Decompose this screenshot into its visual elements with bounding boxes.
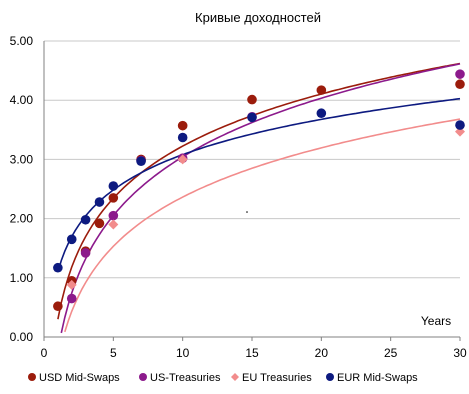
trend-lines xyxy=(57,62,461,334)
data-point-usd-mid-swaps xyxy=(177,120,188,131)
data-point-eur-mid-swaps xyxy=(80,214,91,225)
legend-marker xyxy=(231,373,239,381)
trend-line-eur-mid-swaps xyxy=(57,97,461,273)
legend-marker xyxy=(326,373,334,381)
grid-lines xyxy=(43,40,460,338)
data-point-eur-mid-swaps xyxy=(455,120,465,130)
x-axis-ticks: 0 5 10 15 20 25 30 xyxy=(41,337,467,360)
legend-label: US-Treasuries xyxy=(150,372,221,384)
y-tick-label: 1.00 xyxy=(10,271,34,285)
data-point-us-treasuries xyxy=(455,69,465,79)
trend-line-us-treasuries xyxy=(60,63,461,334)
legend-label: EU Treasuries xyxy=(242,372,312,384)
data-points xyxy=(53,69,465,312)
data-point-us-treasuries xyxy=(108,210,119,221)
data-point-eur-mid-swaps xyxy=(177,132,188,143)
data-point-eur-mid-swaps xyxy=(247,112,257,123)
legend-label: EUR Mid-Swaps xyxy=(337,372,418,384)
trend-line-eu-treasuries xyxy=(64,118,461,333)
x-tick-label: 10 xyxy=(176,346,190,360)
data-point-eu-treasuries xyxy=(177,154,188,165)
data-point-us-treasuries xyxy=(66,293,77,304)
stray-dot xyxy=(246,211,248,213)
legend-marker xyxy=(28,373,36,381)
data-point-eur-mid-swaps xyxy=(108,181,119,191)
x-tick-label: 20 xyxy=(315,346,329,360)
data-point-usd-mid-swaps xyxy=(455,79,465,90)
trend-line-usd-mid-swaps xyxy=(57,62,461,320)
data-point-eu-treasuries xyxy=(108,219,119,230)
data-point-eur-mid-swaps xyxy=(136,156,146,166)
data-point-usd-mid-swaps xyxy=(94,218,105,229)
legend-label: USD Mid-Swaps xyxy=(39,372,120,384)
x-tick-label: 0 xyxy=(41,346,48,360)
y-tick-label: 3.00 xyxy=(10,152,34,166)
data-point-usd-mid-swaps xyxy=(316,85,327,95)
data-point-eur-mid-swaps xyxy=(53,262,63,273)
legend: USD Mid-Swaps US-Treasuries EU Treasuries E… xyxy=(28,372,418,384)
data-point-usd-mid-swaps xyxy=(108,193,119,203)
x-tick-label: 30 xyxy=(453,346,467,360)
y-axis-ticks: 0.00 1.00 2.00 3.00 4.00 5.00 xyxy=(10,34,34,344)
y-tick-label: 2.00 xyxy=(10,212,34,226)
y-tick-label: 0.00 xyxy=(10,330,34,344)
data-point-eur-mid-swaps xyxy=(316,108,327,119)
data-point-us-treasuries xyxy=(80,248,91,258)
legend-marker xyxy=(139,373,147,381)
data-point-usd-mid-swaps xyxy=(247,94,257,105)
data-point-eur-mid-swaps xyxy=(66,234,77,245)
x-axis-label: Years xyxy=(421,314,451,328)
data-point-eu-treasuries xyxy=(66,279,77,290)
x-tick-label: 5 xyxy=(110,346,117,360)
x-tick-label: 25 xyxy=(384,346,398,360)
x-tick-label: 15 xyxy=(245,346,259,360)
y-tick-label: 5.00 xyxy=(10,34,34,48)
y-tick-label: 4.00 xyxy=(10,93,34,107)
data-point-eur-mid-swaps xyxy=(94,197,105,207)
chart-title: Кривые доходностей xyxy=(195,10,321,25)
data-point-usd-mid-swaps xyxy=(53,301,63,312)
